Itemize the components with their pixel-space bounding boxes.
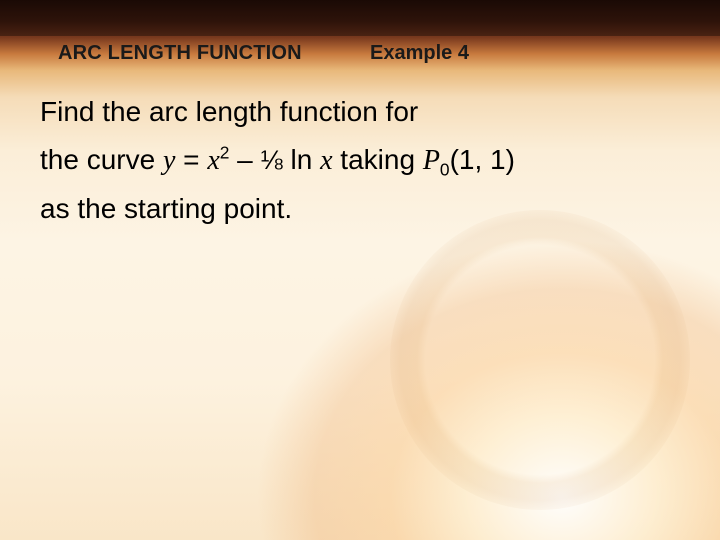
slide: ARC LENGTH FUNCTION Example 4 Find the a… (0, 0, 720, 540)
point-args: (1, 1) (450, 144, 515, 175)
ln: ln (283, 144, 320, 175)
text: Find the arc length function for (40, 96, 418, 127)
fraction-one-eighth: ⅛ (261, 145, 283, 175)
exponent-2: 2 (220, 143, 230, 163)
body-line-3: as the starting point. (40, 185, 690, 233)
example-label: Example 4 (370, 42, 469, 65)
var-x-2: x (320, 145, 332, 176)
text: taking (333, 144, 423, 175)
text: – (229, 144, 260, 175)
var-y: y (163, 145, 175, 176)
body-line-2: the curve y = x2 – ⅛ ln x taking P0(1, 1… (40, 136, 690, 185)
background-clock-glow (390, 210, 690, 510)
subscript-0: 0 (440, 160, 450, 180)
header-row: ARC LENGTH FUNCTION Example 4 (0, 36, 720, 70)
var-x: x (207, 145, 219, 176)
text: the curve (40, 144, 163, 175)
text: = (175, 144, 207, 175)
section-title: ARC LENGTH FUNCTION (0, 42, 302, 65)
top-bar (0, 0, 720, 36)
var-P: P (423, 145, 440, 176)
body-text: Find the arc length function for the cur… (40, 88, 690, 233)
body-line-1: Find the arc length function for (40, 88, 690, 136)
text: as the starting point. (40, 193, 292, 224)
